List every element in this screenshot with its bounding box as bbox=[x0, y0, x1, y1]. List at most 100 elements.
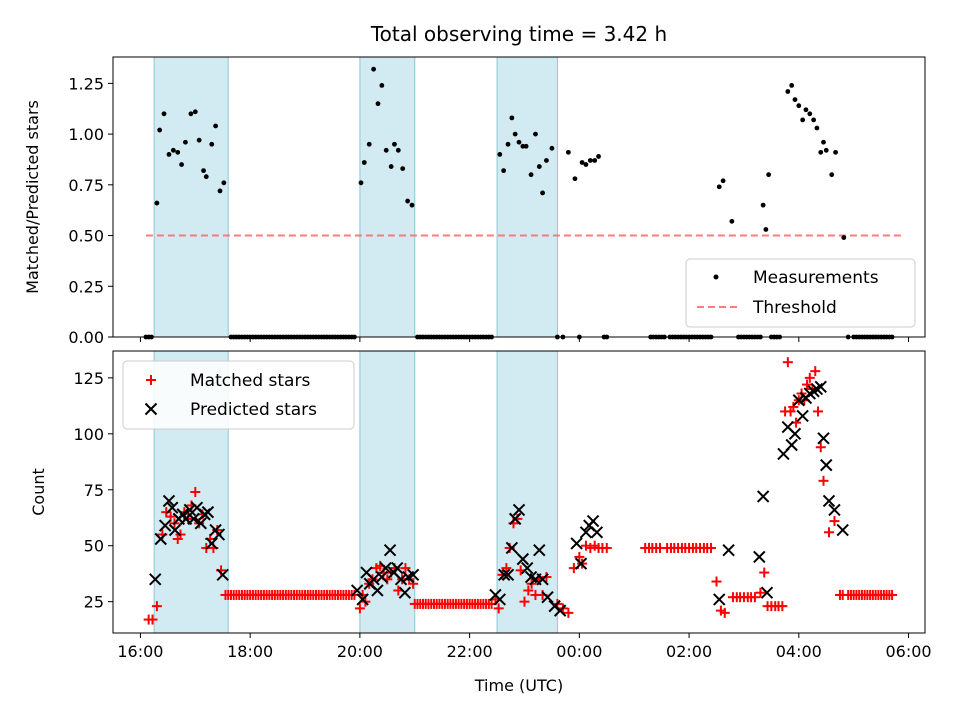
cross-stroke-b bbox=[836, 523, 849, 537]
cross-stroke-b bbox=[760, 586, 774, 599]
measurement-point bbox=[221, 180, 227, 186]
bottom-axes-frame bbox=[112, 350, 926, 634]
y-tick-label: 0.25 bbox=[68, 277, 104, 296]
predicted-star-point bbox=[760, 586, 774, 599]
measurement-point bbox=[549, 145, 555, 151]
cross-stroke-b bbox=[154, 532, 167, 546]
predicted-star-point bbox=[158, 519, 172, 532]
predicted-star-point bbox=[836, 523, 849, 537]
cross-stroke-b bbox=[788, 427, 802, 441]
predicted-star-point bbox=[541, 590, 554, 604]
matched-star-point bbox=[190, 487, 201, 497]
observing-window-band bbox=[496, 350, 558, 634]
bottom-panel: 16:00 18:00 20:00 22:00 00:00 02:00 04:00 06:00… bbox=[29, 350, 932, 695]
matched-star-point bbox=[823, 527, 834, 538]
matched-star-point bbox=[601, 542, 612, 553]
measurement-point bbox=[161, 111, 167, 117]
predicted-star-point bbox=[574, 557, 588, 570]
cross-stroke-b bbox=[756, 490, 770, 503]
predicted-star-point bbox=[356, 593, 369, 606]
measurement-point bbox=[203, 174, 209, 180]
measurement-point bbox=[400, 166, 406, 171]
predicted-star-point bbox=[379, 561, 392, 575]
predicted-stars-points bbox=[149, 380, 849, 617]
predicted-star-point bbox=[390, 561, 404, 575]
bottom-legend: Matched stars Predicted stars bbox=[122, 360, 355, 430]
matched-star-point bbox=[887, 589, 898, 600]
cross-stroke-b bbox=[536, 573, 549, 586]
measurement-point bbox=[388, 164, 394, 169]
measurement-point bbox=[587, 158, 593, 163]
predicted-star-point bbox=[792, 394, 806, 407]
matched-star-point bbox=[711, 576, 722, 587]
threshold-legend-label: Threshold bbox=[752, 298, 837, 318]
y-tick-label: 0.00 bbox=[68, 328, 104, 347]
predicted-star-point bbox=[516, 552, 530, 566]
predicted-star-point bbox=[183, 503, 197, 517]
top-axes-frame bbox=[112, 56, 926, 338]
matched-star-point bbox=[497, 569, 508, 580]
measurement-point bbox=[201, 168, 206, 174]
top-observing-windows bbox=[153, 56, 558, 338]
cross-stroke-b bbox=[817, 432, 830, 445]
cross-stroke-b bbox=[383, 543, 397, 557]
predicted-star-point bbox=[553, 604, 567, 617]
measurement-point bbox=[371, 66, 377, 72]
y-tick-label: 100 bbox=[73, 425, 104, 444]
measurement-point bbox=[540, 190, 545, 196]
cross-stroke-b bbox=[190, 501, 204, 514]
measurement-point bbox=[789, 83, 795, 88]
measurement-point bbox=[814, 125, 820, 131]
predicted-star-point bbox=[814, 380, 827, 394]
predicted-star-point bbox=[212, 528, 226, 541]
cross-stroke-b bbox=[781, 420, 795, 434]
predicted-star-point bbox=[154, 532, 167, 546]
cross-stroke-b bbox=[398, 586, 412, 599]
predicted-star-point bbox=[533, 543, 546, 557]
predicted-star-point bbox=[398, 586, 412, 599]
predicted-star-point bbox=[505, 541, 519, 555]
cross-stroke-b bbox=[379, 561, 392, 575]
matched-legend-label: Matched stars bbox=[190, 371, 310, 391]
predicted-star-point bbox=[756, 490, 770, 503]
cross-stroke-b bbox=[508, 512, 522, 526]
measurement-point bbox=[188, 111, 194, 117]
predicted-star-point bbox=[149, 573, 162, 586]
measurement-point bbox=[183, 139, 188, 145]
top-legend-box bbox=[685, 258, 916, 328]
cross-stroke-b bbox=[394, 573, 408, 586]
predicted-star-point bbox=[788, 427, 802, 441]
bottom-legend-box bbox=[122, 360, 355, 430]
predicted-star-point bbox=[216, 568, 229, 582]
matched-legend-marker bbox=[146, 375, 156, 385]
matched-star-point bbox=[706, 542, 717, 553]
measurement-point bbox=[405, 198, 411, 204]
matched-star-point bbox=[755, 587, 766, 598]
predicted-star-point bbox=[822, 494, 836, 508]
predicted-star-point bbox=[722, 543, 735, 557]
x-axis-label: Time (UTC) bbox=[474, 676, 563, 695]
cross-stroke-b bbox=[212, 528, 226, 541]
measurement-point bbox=[392, 141, 397, 147]
matched-star-point bbox=[354, 603, 365, 614]
cross-stroke-b bbox=[722, 543, 735, 557]
x-tick-label: 02:00 bbox=[666, 642, 712, 661]
matched-star-point bbox=[161, 507, 172, 518]
matched-star-point bbox=[777, 601, 788, 612]
cross-stroke-b bbox=[201, 505, 215, 519]
matched-star-point bbox=[147, 614, 158, 625]
predicted-star-point bbox=[383, 543, 397, 557]
cross-stroke-b bbox=[579, 526, 593, 539]
measurement-point bbox=[395, 147, 401, 153]
cross-stroke-b bbox=[505, 541, 519, 555]
cross-stroke-b bbox=[553, 604, 567, 617]
measurement-point bbox=[520, 143, 526, 149]
cross-stroke-b bbox=[785, 438, 798, 452]
cross-stroke-b bbox=[533, 543, 546, 557]
measurement-point bbox=[811, 117, 817, 123]
predicted-star-point bbox=[166, 501, 179, 514]
predicted-star-point bbox=[521, 561, 534, 575]
y-tick-label: 0.50 bbox=[68, 227, 104, 246]
observing-window-band bbox=[153, 56, 229, 338]
matched-star-point bbox=[759, 567, 770, 578]
